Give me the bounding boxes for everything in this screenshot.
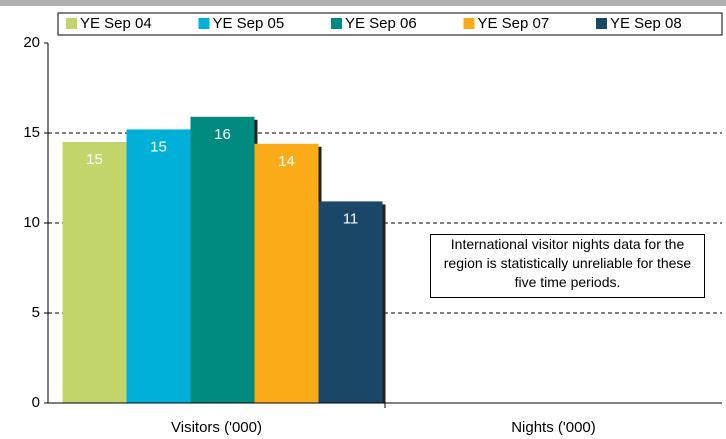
legend-swatch (331, 18, 342, 29)
data-label: 11 (343, 210, 359, 227)
legend-swatch (596, 18, 607, 29)
legend-label: YE Sep 05 (213, 15, 285, 32)
bar (254, 143, 319, 404)
y-tick-label: 0 (32, 394, 40, 411)
bar (62, 142, 127, 403)
legend-swatch (66, 18, 77, 29)
y-tick-label: 15 (23, 124, 40, 141)
legend-label: YE Sep 07 (478, 15, 550, 32)
data-label: 14 (278, 153, 295, 170)
legend-box (57, 12, 723, 36)
bar (318, 201, 383, 403)
y-tick-label: 10 (23, 214, 40, 231)
legend-label: YE Sep 04 (80, 15, 152, 32)
y-tick-label: 20 (23, 34, 40, 51)
bar (126, 129, 191, 403)
y-tick-label: 5 (32, 304, 40, 321)
x-tick-label: Nights ('000) (511, 419, 596, 436)
legend-swatch (463, 18, 475, 29)
annotation: International visitor nights data for th… (430, 234, 705, 298)
legend-label: YE Sep 06 (345, 15, 417, 32)
data-label: 16 (214, 126, 231, 143)
x-tick-label: Visitors ('000) (171, 419, 262, 436)
top-bar (0, 0, 726, 6)
data-label: 15 (150, 138, 167, 155)
bar (190, 116, 255, 404)
data-label: 15 (86, 151, 103, 168)
legend-label: YE Sep 08 (610, 15, 682, 32)
legend-swatch (198, 18, 210, 29)
